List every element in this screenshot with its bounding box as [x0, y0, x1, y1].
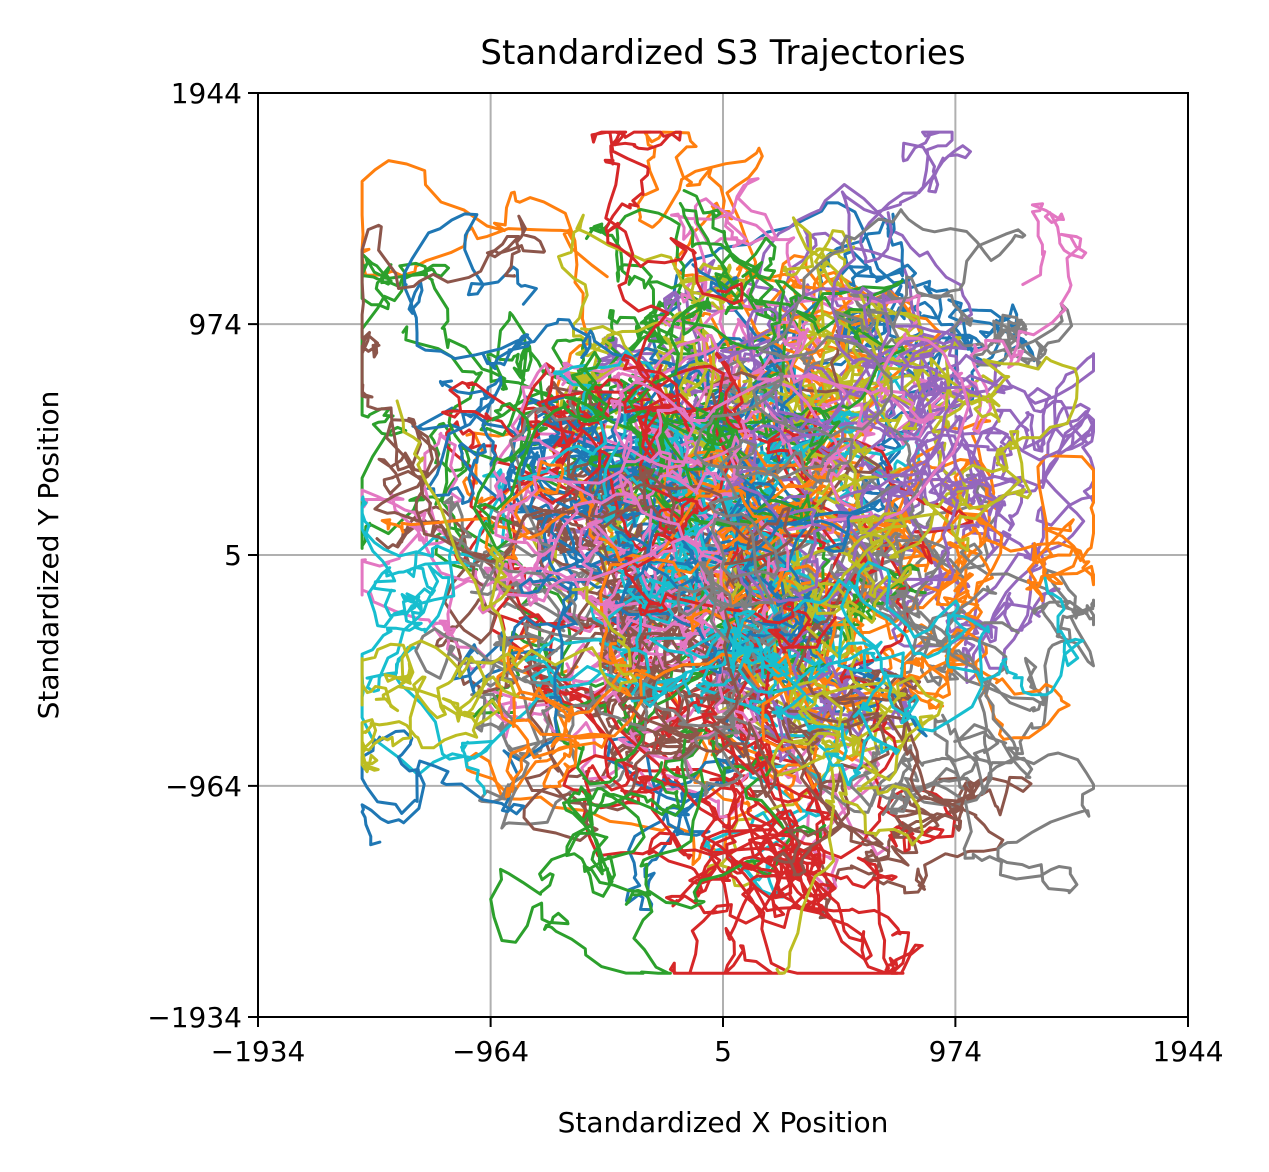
y-tick-label: −964 [165, 770, 242, 803]
trajectory-line [729, 560, 1085, 787]
trajectory-line [766, 352, 1095, 561]
y-tick-label: 974 [189, 308, 242, 341]
x-tick-label: 974 [929, 1035, 982, 1068]
trajectory-line [360, 399, 638, 774]
x-tick-label: 1944 [1152, 1035, 1223, 1068]
trajectory-line [662, 535, 924, 975]
x-tick-label: −1934 [211, 1035, 306, 1068]
trajectory-line [590, 130, 837, 654]
y-tick-label: 1944 [171, 77, 242, 110]
y-axis-label: Standardized Y Position [32, 391, 65, 720]
y-tick-label: −1934 [147, 1001, 242, 1034]
trajectory-line [638, 422, 1095, 814]
x-axis-label: Standardized X Position [558, 1106, 889, 1139]
trajectory-line [380, 460, 764, 798]
ticks: −1934 −964 5 974 1944 −1934 −964 5 974 1944 [147, 77, 1223, 1068]
trajectory-line [829, 541, 1095, 895]
trajectory-line [360, 477, 882, 847]
trajectory-line [770, 508, 944, 975]
trajectory-line [472, 279, 906, 551]
trajectory-line [743, 353, 1091, 553]
trajectory-line [519, 208, 705, 575]
chart-title: Standardized S3 Trajectories [480, 33, 965, 73]
trajectory-line [414, 395, 810, 797]
trajectory-line [873, 413, 1095, 684]
trajectory-line [489, 723, 827, 975]
y-tick-label: 5 [224, 539, 242, 572]
x-tick-label: −964 [452, 1035, 529, 1068]
trajectories [360, 130, 1095, 975]
trajectory-line [360, 214, 794, 798]
x-tick-label: 5 [714, 1035, 732, 1068]
trajectory-line [494, 336, 970, 628]
trajectory-line [360, 468, 708, 796]
trajectory-line [676, 208, 1027, 643]
